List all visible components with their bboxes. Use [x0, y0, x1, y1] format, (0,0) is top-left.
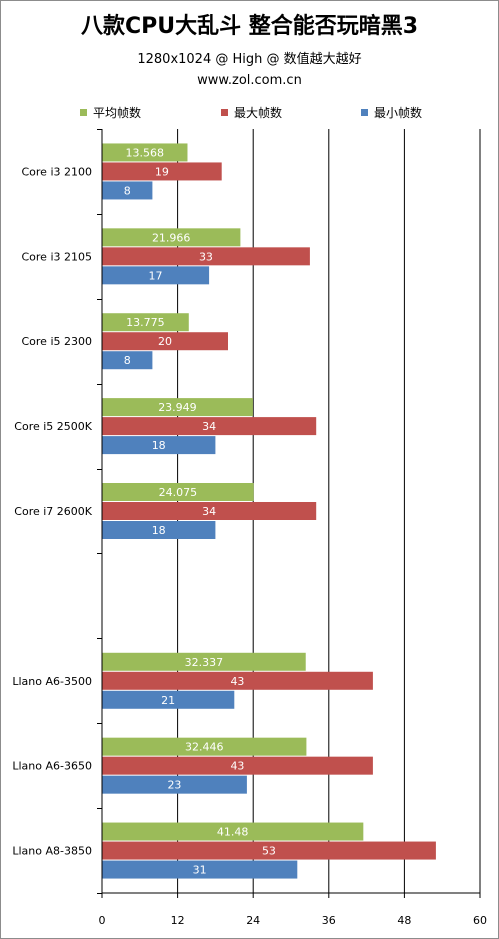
bar	[102, 332, 228, 351]
x-tick-label: 12	[171, 914, 185, 927]
category-label: Core i5 2500K	[14, 420, 93, 433]
bar-value-label: 17	[149, 269, 163, 282]
bar	[102, 521, 216, 539]
bar-value-label: 19	[155, 165, 169, 178]
x-tick-label: 36	[322, 914, 336, 927]
bar	[102, 181, 153, 200]
bar-value-label: 34	[202, 505, 216, 518]
x-tick-label: 60	[473, 914, 487, 927]
bar-value-label: 18	[152, 524, 166, 537]
bar-value-label: 21	[161, 694, 175, 707]
bar	[102, 860, 298, 879]
bar	[102, 483, 254, 501]
bar-value-label: 23	[167, 779, 181, 792]
bar-value-label: 31	[193, 864, 207, 877]
legend-swatch-avg	[80, 109, 87, 116]
category-label: Llano A6-3650	[12, 760, 92, 773]
bar	[102, 737, 307, 756]
legend-swatch-max	[221, 109, 228, 116]
bar	[102, 652, 306, 671]
bar	[102, 756, 373, 775]
bar-value-label: 33	[199, 250, 213, 263]
bar-value-label: 43	[230, 675, 244, 688]
bar	[102, 841, 436, 860]
bar-value-label: 41.48	[217, 826, 249, 839]
bar	[102, 398, 253, 417]
legend-label-max: 最大帧数	[234, 106, 283, 120]
bar	[102, 436, 216, 455]
legend-item-max: 最大帧数	[221, 104, 282, 121]
category-label: Core i3 2105	[21, 250, 92, 263]
category-label: Llano A6-3500	[12, 675, 92, 688]
chart-title: 八款CPU大乱斗 整合能否玩暗黑3	[80, 14, 419, 39]
bar	[102, 690, 235, 709]
legend-swatch-min	[361, 109, 368, 116]
bar-value-label: 13.775	[126, 316, 165, 329]
bar-value-label: 8	[124, 184, 131, 197]
x-tick-label: 24	[246, 914, 260, 927]
bar-value-label: 18	[152, 439, 166, 452]
bar-value-label: 24.075	[159, 486, 198, 499]
bar	[102, 822, 364, 841]
category-label: Core i3 2100	[21, 165, 92, 178]
bar-value-label: 21.966	[152, 231, 191, 244]
legend: 平均帧数 最大帧数 最小帧数	[0, 104, 499, 122]
bar	[102, 775, 247, 794]
bar	[102, 502, 317, 520]
category-label: Core i7 2600K	[14, 505, 93, 518]
bar	[102, 351, 153, 370]
website-label: www.zol.com.cn	[197, 73, 302, 88]
bar-value-label: 8	[124, 354, 131, 367]
bar	[102, 417, 317, 436]
bar-value-label: 20	[158, 335, 172, 348]
bar	[102, 266, 210, 285]
bar	[102, 228, 241, 247]
bar-value-label: 32.337	[185, 656, 224, 669]
bar-value-label: 43	[230, 760, 244, 773]
bar-value-label: 32.446	[185, 741, 224, 754]
x-tick-label: 48	[397, 914, 411, 927]
bar	[102, 247, 310, 266]
x-tick-label: 0	[99, 914, 106, 927]
bar-value-label: 13.568	[125, 146, 164, 159]
bar	[102, 143, 188, 162]
legend-label-avg: 平均帧数	[93, 106, 142, 120]
legend-label-min: 最小帧数	[374, 106, 423, 120]
chart-subtitle: 1280x1024 @ High @ 数值越大越好	[137, 52, 362, 67]
bar-value-label: 23.949	[158, 401, 197, 414]
bar-value-label: 34	[202, 420, 216, 433]
legend-item-avg: 平均帧数	[80, 104, 141, 121]
category-label: Llano A8-3850	[12, 845, 92, 858]
bar-value-label: 53	[262, 845, 276, 858]
legend-item-min: 最小帧数	[361, 104, 422, 121]
category-label: Core i5 2300	[21, 335, 92, 348]
bar	[102, 671, 373, 690]
bar	[102, 313, 189, 332]
bar	[102, 162, 222, 181]
